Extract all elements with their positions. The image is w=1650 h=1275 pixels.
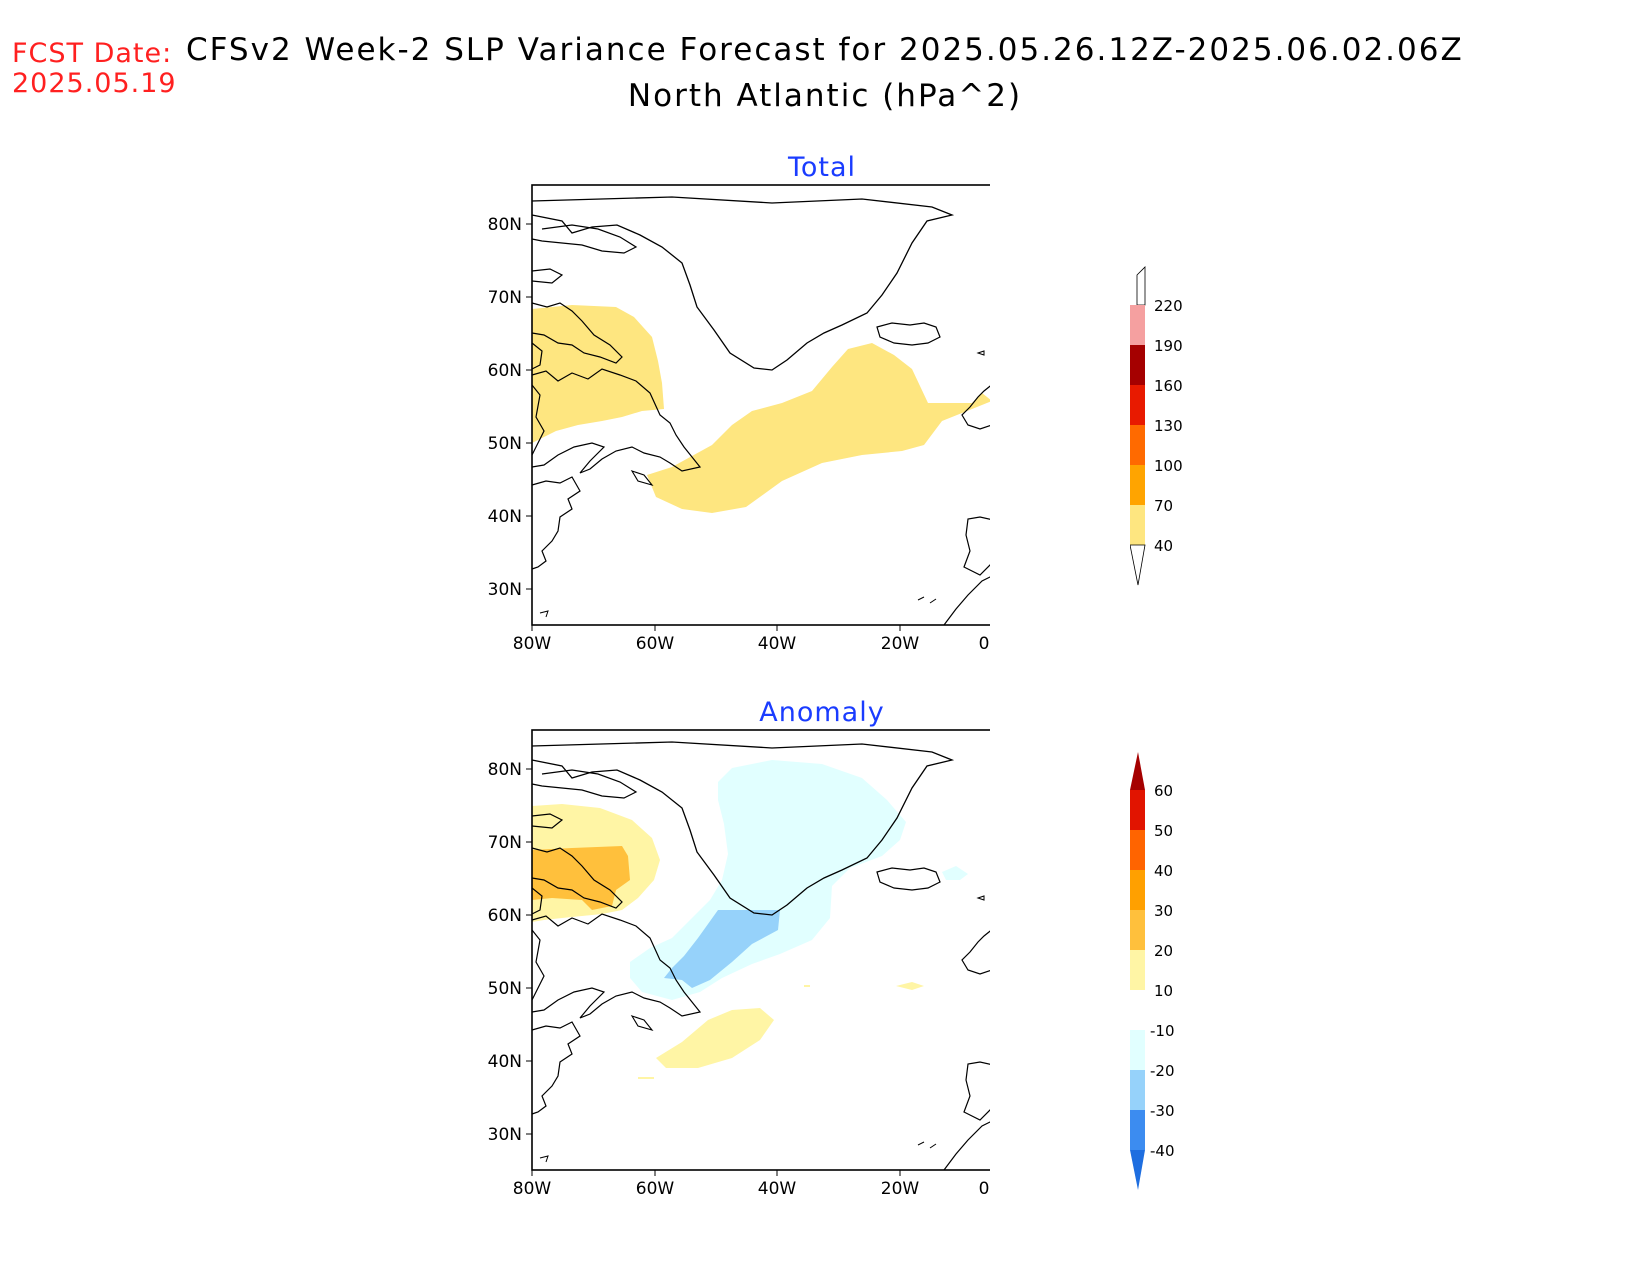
- anomaly-lat-label: 70N: [488, 833, 522, 853]
- total-lat-label: 70N: [488, 288, 522, 308]
- anomaly-lat-axis: 80N 70N 60N 50N 40N 30N: [488, 760, 532, 1145]
- anomaly-colorbar-swatch: [1130, 950, 1145, 990]
- anomaly-colorbar-label: 20: [1154, 942, 1173, 960]
- anomaly-lon-label: 0: [979, 1179, 990, 1199]
- total-lon-label: 0: [979, 634, 990, 654]
- total-colorbar-swatch: [1130, 505, 1145, 545]
- total-shade-atlantic-band: [647, 343, 990, 513]
- page-title: CFSv2 Week-2 SLP Variance Forecast for 2…: [186, 32, 1464, 68]
- anomaly-shade-negative-light: [630, 760, 906, 1000]
- total-colorbar-label: 220: [1154, 297, 1183, 315]
- anomaly-panel-title: Anomaly: [759, 697, 885, 728]
- total-lat-label: 50N: [488, 434, 522, 454]
- anomaly-map-panel: 80N 70N 60N 50N 40N 30N 80W 60W 40W 20W …: [488, 729, 990, 1199]
- anomaly-shade-south: [656, 1008, 774, 1068]
- total-lon-label: 20W: [881, 634, 920, 654]
- total-colorbar-label: 100: [1154, 457, 1183, 475]
- anomaly-colorbar: 60 50 40 30 20 10 -10 -20 -30 -40: [1130, 752, 1175, 1190]
- anomaly-shade-labrador-core: [532, 846, 630, 910]
- total-shade-labrador: [532, 305, 664, 443]
- anomaly-shade-east-small: [896, 982, 924, 990]
- anomaly-colorbar-swatch: [1130, 910, 1145, 950]
- total-colorbar-swatch: [1130, 345, 1145, 385]
- anomaly-lon-label: 60W: [636, 1179, 675, 1199]
- fcst-date-value: 2025.05.19: [12, 68, 177, 99]
- anomaly-colorbar-label: 60: [1154, 782, 1173, 800]
- total-colorbar: 220 190 160 130 100 70 40: [1130, 266, 1183, 586]
- anomaly-lon-label: 80W: [513, 1179, 552, 1199]
- total-shading: [532, 305, 990, 513]
- anomaly-colorbar-bottom-cap: [1130, 1150, 1145, 1190]
- anomaly-shading: [532, 760, 968, 1079]
- total-colorbar-swatch: [1130, 465, 1145, 505]
- total-lon-label: 60W: [636, 634, 675, 654]
- anomaly-colorbar-swatch: [1130, 1110, 1145, 1150]
- total-lat-label: 40N: [488, 507, 522, 527]
- anomaly-colorbar-label: 50: [1154, 822, 1173, 840]
- anomaly-lon-label: 20W: [881, 1179, 920, 1199]
- total-lat-label: 80N: [488, 215, 522, 235]
- total-lat-label: 60N: [488, 361, 522, 381]
- anomaly-lat-label: 60N: [488, 906, 522, 926]
- anomaly-colorbar-swatch: [1130, 1030, 1145, 1070]
- anomaly-lat-label: 80N: [488, 760, 522, 780]
- total-colorbar-swatch: [1130, 305, 1145, 345]
- anomaly-colorbar-swatch: [1130, 790, 1145, 830]
- anomaly-colorbar-label: -30: [1150, 1102, 1175, 1120]
- anomaly-colorbar-swatch: [1130, 830, 1145, 870]
- total-lon-axis: 80W 60W 40W 20W 0: [513, 625, 990, 654]
- total-colorbar-label: 160: [1154, 377, 1183, 395]
- total-colorbar-label: 70: [1154, 497, 1173, 515]
- anomaly-colorbar-label: -10: [1150, 1022, 1175, 1040]
- total-colorbar-swatch: [1130, 425, 1145, 465]
- anomaly-colorbar-label: 40: [1154, 862, 1173, 880]
- anomaly-shade-negative-iceland: [942, 866, 968, 880]
- page-subtitle: North Atlantic (hPa^2): [627, 78, 1023, 114]
- total-lat-label: 30N: [488, 580, 522, 600]
- total-colorbar-swatch: [1130, 385, 1145, 425]
- anomaly-colorbar-label: 30: [1154, 902, 1173, 920]
- total-lon-label: 40W: [758, 634, 797, 654]
- anomaly-lon-axis: 80W 60W 40W 20W 0: [513, 1170, 990, 1199]
- anomaly-lat-label: 40N: [488, 1052, 522, 1072]
- anomaly-colorbar-swatch: [1130, 990, 1145, 1030]
- anomaly-colorbar-swatch: [1130, 1070, 1145, 1110]
- total-colorbar-bottom-cap: [1130, 544, 1146, 586]
- anomaly-lon-label: 40W: [758, 1179, 797, 1199]
- anomaly-colorbar-label: 10: [1154, 982, 1173, 1000]
- anomaly-colorbar-swatch: [1130, 870, 1145, 910]
- anomaly-lat-label: 50N: [488, 979, 522, 999]
- anomaly-colorbar-label: -40: [1150, 1142, 1175, 1160]
- total-colorbar-label: 190: [1154, 337, 1183, 355]
- fcst-date-label: FCST Date:: [12, 38, 173, 69]
- total-map-panel: 80N 70N 60N 50N 40N 30N 80W 60W 40W 20W …: [488, 184, 990, 654]
- total-lon-label: 80W: [513, 634, 552, 654]
- total-colorbar-label: 130: [1154, 417, 1183, 435]
- total-colorbar-label: 40: [1154, 537, 1173, 555]
- anomaly-colorbar-label: -20: [1150, 1062, 1175, 1080]
- total-lat-axis: 80N 70N 60N 50N 40N 30N: [488, 215, 532, 600]
- total-panel-title: Total: [787, 152, 857, 183]
- anomaly-colorbar-top-cap: [1130, 752, 1145, 790]
- anomaly-shade-negative-core: [664, 910, 780, 988]
- total-colorbar-top-cap: [1136, 266, 1146, 306]
- anomaly-lat-label: 30N: [488, 1125, 522, 1145]
